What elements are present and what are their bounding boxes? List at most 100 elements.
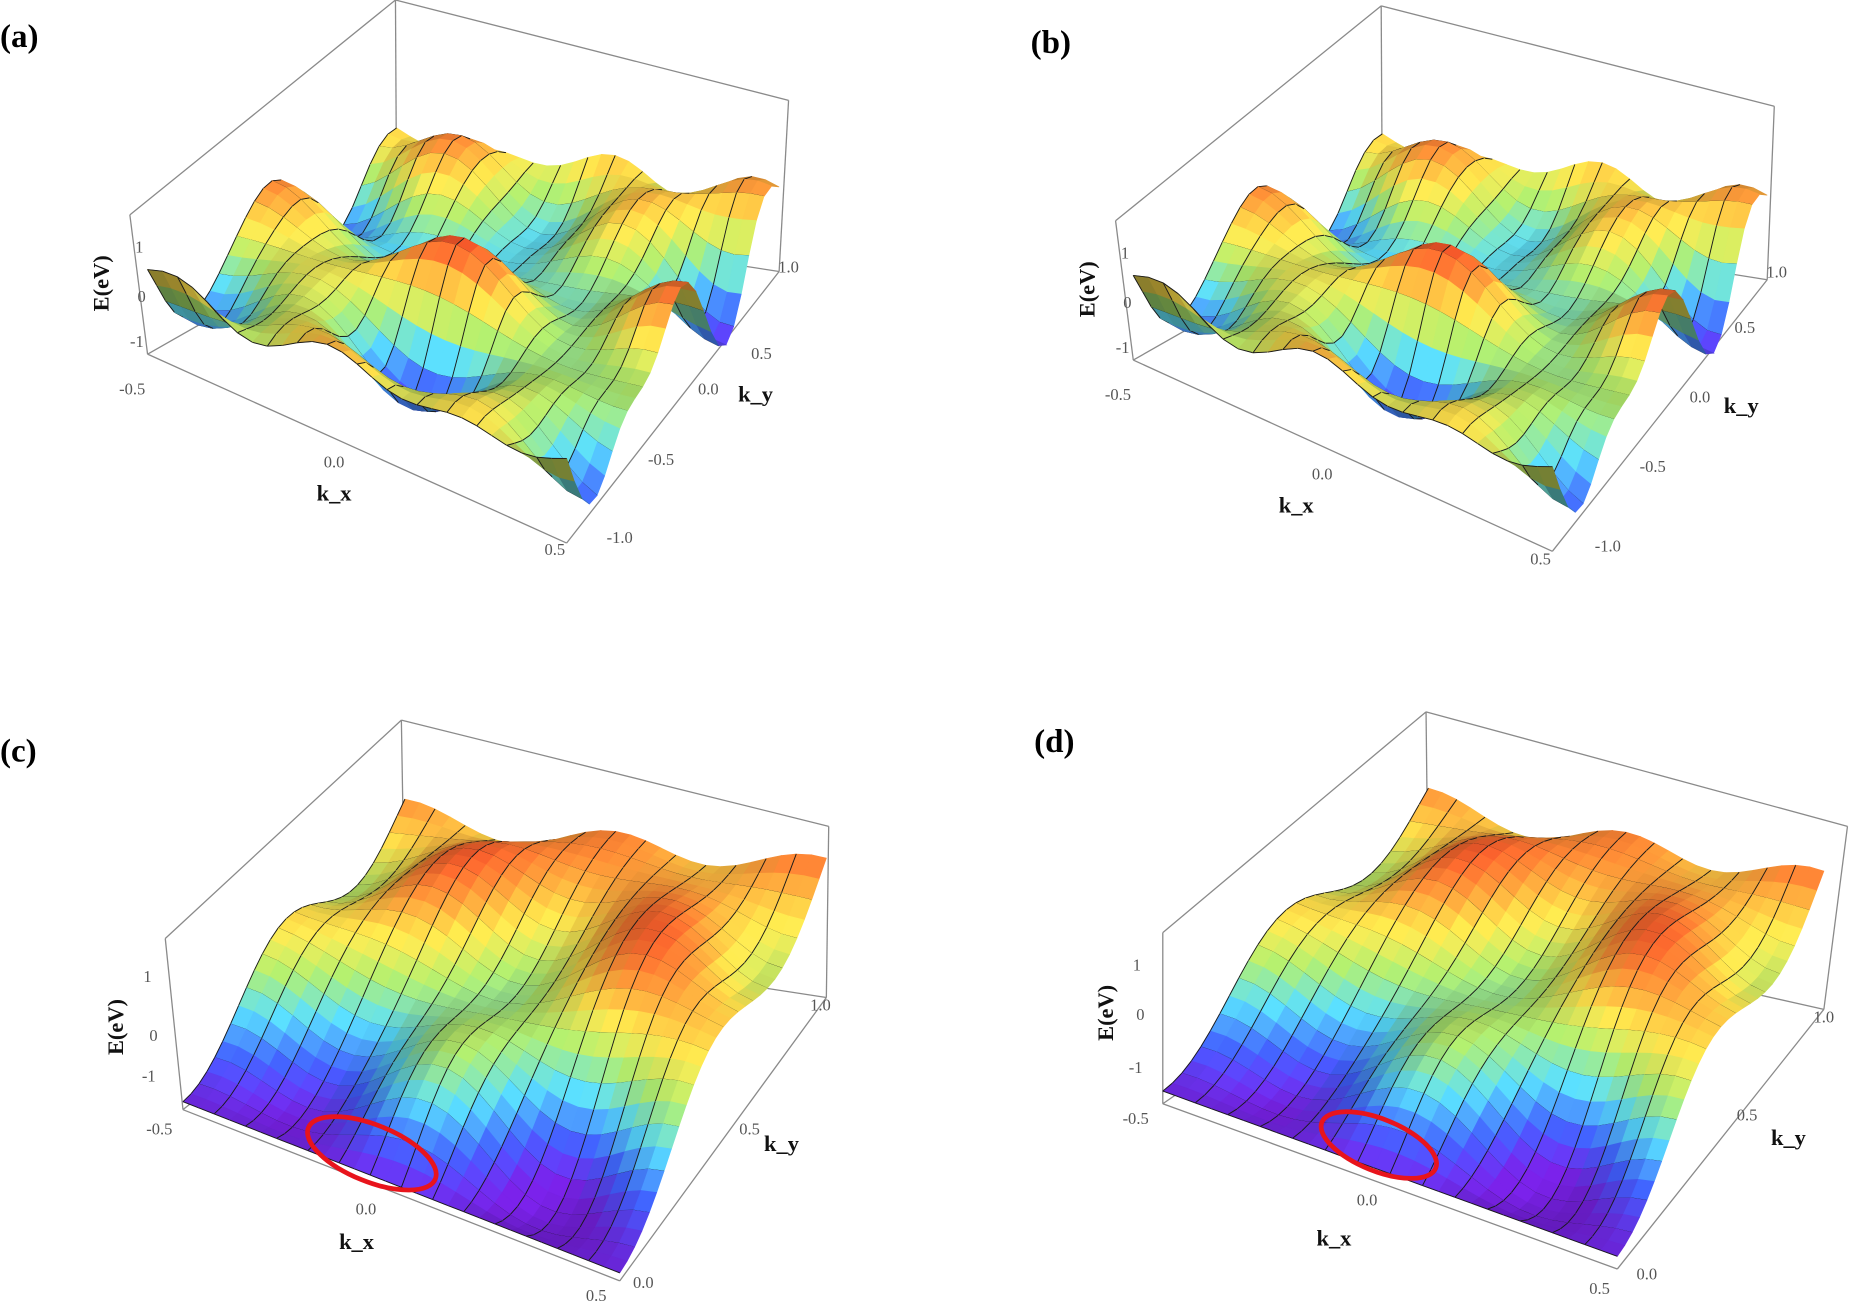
mesh-line [546, 234, 556, 244]
mesh-line [598, 174, 608, 195]
mesh-line [309, 304, 319, 311]
mesh-line [247, 259, 258, 277]
mesh-line [510, 360, 519, 374]
panel-label: (b) [1031, 25, 1071, 61]
mesh-line [601, 205, 611, 217]
mesh-line [335, 340, 344, 345]
mesh-line [355, 315, 366, 330]
mesh-line [381, 261, 391, 278]
mesh-line [574, 429, 584, 449]
energy-surface [1132, 133, 1768, 513]
mesh-line [311, 233, 321, 241]
mesh-line [439, 265, 449, 298]
mesh-line [554, 222, 564, 236]
mesh-line [490, 201, 500, 212]
mesh-line [526, 337, 535, 349]
mesh-line [378, 133, 389, 147]
mesh-line [525, 280, 534, 284]
mesh-line [543, 183, 553, 203]
mesh-line [579, 157, 589, 181]
mesh-line [507, 182, 517, 193]
mesh-line [401, 285, 411, 317]
mesh-line [337, 228, 347, 232]
mesh-line [291, 199, 302, 207]
mesh-line [539, 369, 548, 377]
mesh-line [602, 302, 611, 311]
y-tick-label: -1.0 [1595, 536, 1621, 555]
mesh-line [300, 197, 310, 200]
z-tick-label: 0 [1123, 293, 1131, 312]
mesh-line [574, 223, 583, 234]
y-tick-label: -0.5 [648, 450, 674, 469]
mesh-line [529, 249, 539, 258]
mesh-line [265, 229, 275, 245]
mesh-line [342, 207, 353, 226]
z-tick-label: 1 [1121, 244, 1129, 263]
mesh-line [613, 366, 622, 381]
mesh-line [518, 348, 527, 362]
mesh-line [326, 340, 336, 345]
mesh-line [416, 142, 426, 159]
mesh-line [237, 328, 247, 334]
mesh-line [294, 245, 304, 254]
panel-d: (d)10-1E(eV)-0.50.00.5k_x0.00.51.0k_y [1034, 711, 1849, 1298]
mesh-line [566, 310, 575, 316]
mesh-line [443, 140, 454, 154]
mesh-line [497, 151, 506, 154]
mesh-line [357, 361, 366, 365]
mesh-line [379, 174, 390, 198]
mesh-line [473, 220, 484, 234]
mesh-line [372, 235, 382, 242]
mesh-line [545, 403, 554, 416]
mesh-line [351, 186, 362, 208]
mesh-line [288, 283, 299, 295]
mesh-line [582, 210, 592, 224]
mesh-line [347, 329, 357, 337]
mesh-line [645, 188, 655, 194]
mesh-line [550, 318, 559, 323]
mesh-line [250, 301, 261, 315]
box-edge [1381, 5, 1775, 107]
mesh-line [476, 425, 493, 437]
mesh-line [594, 309, 604, 319]
mesh-line [370, 197, 381, 219]
mesh-line [584, 363, 593, 374]
y-tick-label: 0.0 [698, 379, 719, 398]
y-tick-label: 1.0 [778, 258, 799, 277]
mesh-line [446, 411, 463, 419]
mesh-line [484, 409, 493, 417]
mesh-line [326, 343, 343, 353]
mesh-line [332, 256, 341, 260]
mesh-line [162, 270, 178, 278]
mesh-line [570, 336, 580, 347]
y-axis-label: k_y [738, 381, 773, 406]
mesh-line [282, 342, 298, 346]
mesh-line [218, 255, 229, 275]
mesh-line [177, 276, 193, 288]
mesh-line [409, 214, 419, 233]
z-axis-label: E(eV) [1074, 261, 1099, 317]
mesh-line [451, 346, 461, 378]
mesh-line [551, 165, 561, 184]
mesh-line [541, 261, 551, 274]
mesh-line [375, 256, 384, 259]
mesh-line [356, 363, 373, 378]
mesh-line [569, 256, 579, 273]
y-tick-label: 0.0 [633, 1273, 654, 1292]
mesh-line [615, 305, 624, 320]
mesh-line [607, 318, 617, 335]
x-tick-label: 0.0 [356, 1200, 377, 1219]
mesh-line [238, 276, 249, 295]
mesh-line [284, 318, 294, 326]
mesh-line [417, 193, 428, 216]
mesh-line [582, 413, 591, 431]
mesh-line [297, 341, 313, 344]
mesh-line [597, 258, 607, 277]
mesh-line [271, 304, 281, 314]
mesh-line [535, 201, 545, 218]
mesh-line [372, 277, 382, 298]
mesh-line [542, 322, 551, 329]
mesh-line [529, 426, 539, 436]
mesh-line [505, 297, 515, 312]
x-tick-label: -0.5 [1105, 385, 1131, 404]
